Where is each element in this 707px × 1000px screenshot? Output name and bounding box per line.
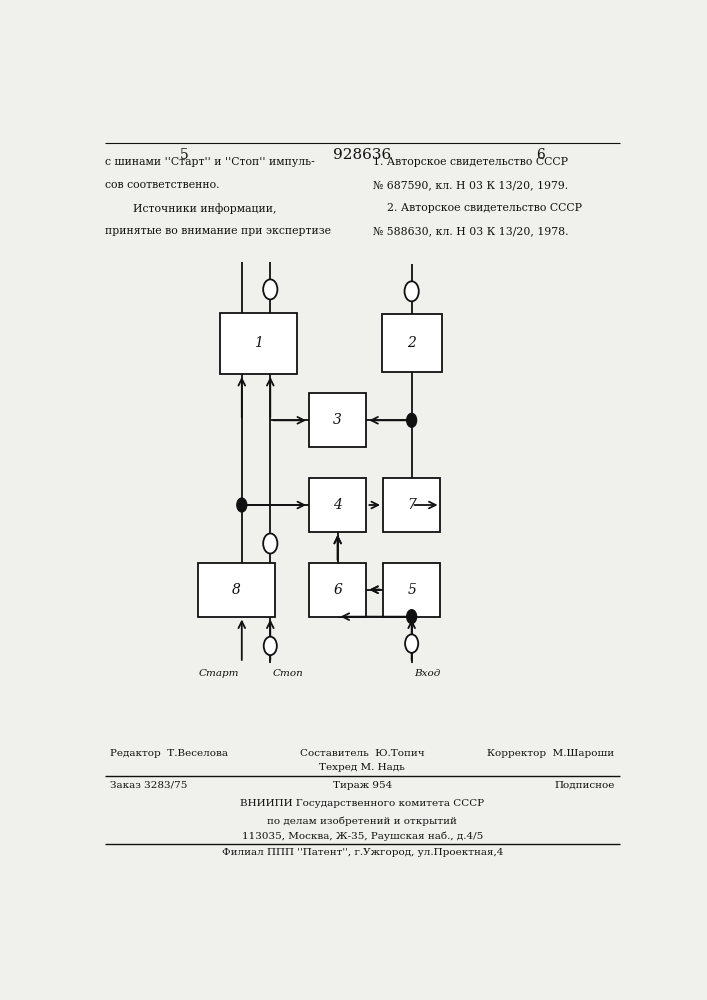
Text: 1. Авторское свидетельство СССР: 1. Авторское свидетельство СССР [373,157,568,167]
Text: Редактор  Т.Веселова: Редактор Т.Веселова [110,749,228,758]
Text: Стоп: Стоп [273,669,304,678]
Text: Техред М. Надь: Техред М. Надь [320,763,405,772]
Text: 4: 4 [333,498,342,512]
Text: 7: 7 [407,498,416,512]
Text: 3: 3 [333,413,342,427]
Circle shape [407,413,416,427]
FancyBboxPatch shape [309,563,366,617]
Text: 6: 6 [536,148,545,162]
Circle shape [405,634,419,653]
Text: 2. Авторское свидетельство СССР: 2. Авторское свидетельство СССР [373,203,583,213]
FancyBboxPatch shape [383,478,440,532]
Text: Вход: Вход [414,669,440,678]
Circle shape [404,281,419,301]
Text: 6: 6 [333,583,342,597]
FancyBboxPatch shape [382,314,442,372]
Text: по делам изобретений и открытий: по делам изобретений и открытий [267,816,457,826]
Text: 5: 5 [407,583,416,597]
Text: Составитель  Ю.Топич: Составитель Ю.Топич [300,749,425,758]
Text: 5: 5 [180,148,189,162]
Circle shape [263,533,277,554]
Text: Подписное: Подписное [554,781,614,790]
Text: 8: 8 [232,583,241,597]
Text: с шинами ''Старт'' и ''Стоп'' импуль-: с шинами ''Старт'' и ''Стоп'' импуль- [105,157,315,167]
Text: 1: 1 [254,336,263,350]
Circle shape [407,610,416,624]
Text: № 687590, кл. Н 03 К 13/20, 1979.: № 687590, кл. Н 03 К 13/20, 1979. [373,180,568,190]
Circle shape [264,637,277,655]
Circle shape [237,498,247,512]
FancyBboxPatch shape [198,563,275,617]
Text: принятые во внимание при экспертизе: принятые во внимание при экспертизе [105,226,331,236]
Text: Старт: Старт [199,669,239,678]
Text: 2: 2 [407,336,416,350]
Text: № 588630, кл. Н 03 К 13/20, 1978.: № 588630, кл. Н 03 К 13/20, 1978. [373,226,569,236]
Text: ВНИИПИ Государственного комитета СССР: ВНИИПИ Государственного комитета СССР [240,799,484,808]
Text: Заказ 3283/75: Заказ 3283/75 [110,781,187,790]
Text: Источники информации,: Источники информации, [105,203,276,214]
FancyBboxPatch shape [383,563,440,617]
FancyBboxPatch shape [220,313,297,374]
Text: Филиал ППП ''Патент'', г.Ужгород, ул.Проектная,4: Филиал ППП ''Патент'', г.Ужгород, ул.Про… [222,848,503,857]
FancyBboxPatch shape [309,478,366,532]
FancyBboxPatch shape [309,393,366,447]
Text: 113035, Москва, Ж-35, Раушская наб., д.4/5: 113035, Москва, Ж-35, Раушская наб., д.4… [242,831,483,841]
Text: Корректор  М.Шароши: Корректор М.Шароши [487,749,614,758]
Circle shape [263,279,277,299]
Text: Тираж 954: Тираж 954 [333,781,392,790]
Text: 928636: 928636 [333,148,392,162]
Text: сов соответственно.: сов соответственно. [105,180,219,190]
